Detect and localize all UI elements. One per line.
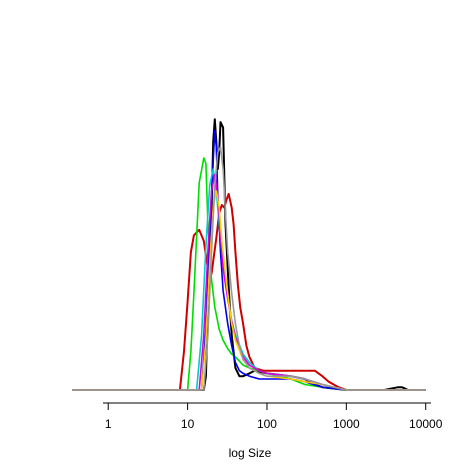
- x-tick-label: 1000: [333, 417, 360, 431]
- x-tick-label: 10: [181, 417, 195, 431]
- series-line-8: [72, 146, 426, 391]
- series-line-2: [72, 118, 426, 391]
- x-axis-ticks: 1 10 100 1000 10000: [105, 403, 443, 431]
- series-line-1: [72, 192, 426, 391]
- x-tick-label: 10000: [409, 417, 443, 431]
- series-layer: [72, 118, 426, 391]
- x-tick-label: 1: [105, 417, 112, 431]
- series-line-7: [72, 190, 426, 391]
- x-axis-title: log Size: [229, 446, 272, 460]
- x-tick-label: 100: [257, 417, 277, 431]
